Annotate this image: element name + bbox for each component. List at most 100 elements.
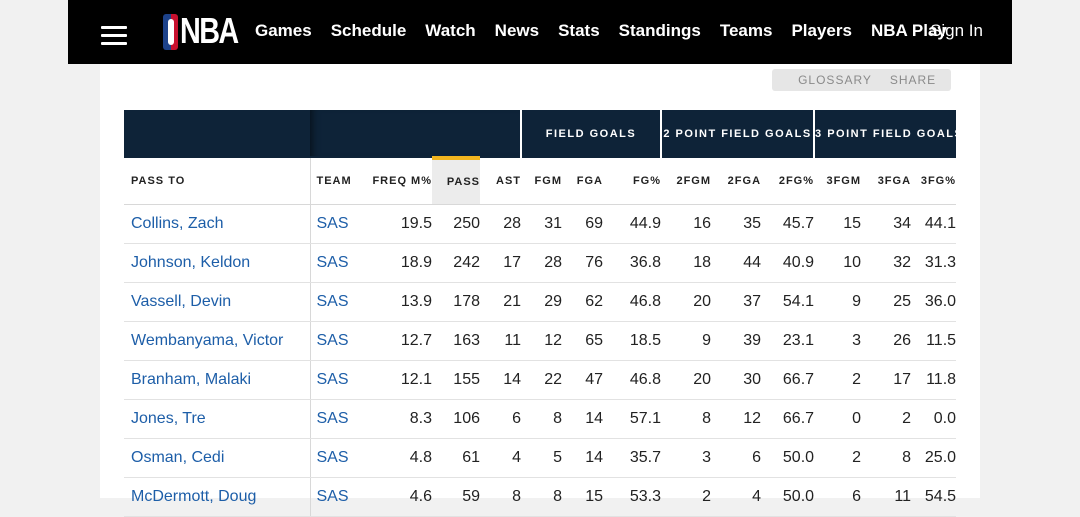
team-link[interactable]: SAS — [310, 321, 360, 361]
stat-cell: 44.1 — [911, 204, 957, 244]
team-link[interactable]: SAS — [310, 399, 360, 439]
nav-link-nba-play[interactable]: NBA Play — [870, 21, 947, 40]
column-header-pass[interactable]: PASS — [432, 156, 480, 205]
stat-cell: 12.1 — [360, 360, 432, 400]
column-header-2fg[interactable]: 2FG% — [761, 158, 815, 205]
column-header-2fgm[interactable]: 2FGM — [661, 158, 712, 205]
stat-cell: 34 — [861, 204, 912, 244]
player-link[interactable]: Osman, Cedi — [124, 438, 311, 478]
stat-cell: 28 — [480, 204, 521, 244]
stat-cell: 6 — [814, 477, 862, 517]
column-header-fga[interactable]: FGA — [562, 158, 603, 205]
group-2pt-field-goals: 2 POINT FIELD GOALS — [660, 110, 815, 158]
team-link[interactable]: SAS — [310, 360, 360, 400]
column-header-2fga[interactable]: 2FGA — [711, 158, 762, 205]
stat-cell: 8 — [480, 477, 521, 517]
player-link[interactable]: McDermott, Doug — [124, 477, 311, 517]
nav-link-players[interactable]: Players — [791, 21, 852, 40]
stat-cell: 23.1 — [761, 321, 815, 361]
table-row: Jones, Tre SAS 8.3 106 6 8 14 57.1 8 12 66.7 0 2 0.0 — [124, 399, 957, 439]
stat-cell: 2 — [661, 477, 712, 517]
column-header-fg[interactable]: FG% — [603, 158, 662, 205]
stat-cell: 163 — [432, 321, 480, 361]
share-button[interactable]: SHARE — [875, 69, 951, 91]
nav-link-stats[interactable]: Stats — [558, 21, 600, 40]
player-link[interactable]: Vassell, Devin — [124, 282, 311, 322]
player-link[interactable]: Branham, Malaki — [124, 360, 311, 400]
player-link[interactable]: Wembanyama, Victor — [124, 321, 311, 361]
glossary-button[interactable]: GLOSSARY — [772, 69, 898, 91]
player-link[interactable]: Johnson, Keldon — [124, 243, 311, 283]
player-link[interactable]: Jones, Tre — [124, 399, 311, 439]
stat-cell: 3 — [661, 438, 712, 478]
column-header-ast[interactable]: AST — [480, 158, 521, 205]
stat-cell: 106 — [432, 399, 480, 439]
stat-cell: 14 — [562, 438, 603, 478]
team-link[interactable]: SAS — [310, 204, 360, 244]
stat-cell: 50.0 — [761, 438, 815, 478]
column-header-3fga[interactable]: 3FGA — [861, 158, 912, 205]
table-row: Branham, Malaki SAS 12.1 155 14 22 47 46.8 20 30 6… — [124, 360, 957, 400]
stat-cell: 16 — [661, 204, 712, 244]
stat-cell: 0 — [814, 399, 862, 439]
stat-cell: 155 — [432, 360, 480, 400]
stat-cell: 18 — [661, 243, 712, 283]
stat-cell: 36.8 — [603, 243, 662, 283]
column-header-3fg[interactable]: 3FG% — [911, 158, 957, 205]
stat-cell: 10 — [814, 243, 862, 283]
stat-cell: 35 — [711, 204, 762, 244]
nba-logo[interactable]: NBA — [163, 12, 239, 51]
column-header-fgm[interactable]: FGM — [521, 158, 562, 205]
stat-cell: 15 — [814, 204, 862, 244]
nav-link-games[interactable]: Games — [255, 21, 312, 40]
team-link[interactable]: SAS — [310, 438, 360, 478]
team-link[interactable]: SAS — [310, 282, 360, 322]
stat-cell: 50.0 — [761, 477, 815, 517]
table-body: Collins, Zach SAS 19.5 250 28 31 69 44.9 16 35 45.… — [124, 204, 957, 517]
stat-cell: 22 — [521, 360, 562, 400]
stat-cell: 9 — [661, 321, 712, 361]
table-row: Vassell, Devin SAS 13.9 178 21 29 62 46.8 20 37 54… — [124, 282, 957, 322]
stat-cell: 44.9 — [603, 204, 662, 244]
group-blank — [124, 110, 310, 158]
logoman-icon — [163, 14, 178, 50]
stat-cell: 12 — [711, 399, 762, 439]
stat-cell: 11.8 — [911, 360, 957, 400]
player-link[interactable]: Collins, Zach — [124, 204, 311, 244]
column-header-pass-to[interactable]: PASS TO — [124, 158, 311, 205]
passing-stats-table: FIELD GOALS 2 POINT FIELD GOALS 3 POINT … — [124, 110, 962, 517]
nav-link-standings[interactable]: Standings — [618, 21, 701, 40]
stat-cell: 18.9 — [360, 243, 432, 283]
stat-cell: 0.0 — [911, 399, 957, 439]
column-header-3fgm[interactable]: 3FGM — [814, 158, 862, 205]
menu-icon[interactable] — [101, 26, 127, 46]
column-group-header: FIELD GOALS 2 POINT FIELD GOALS 3 POINT … — [124, 110, 962, 158]
stat-cell: 17 — [480, 243, 521, 283]
stat-cell: 14 — [480, 360, 521, 400]
stat-cell: 26 — [861, 321, 912, 361]
sign-in-link[interactable]: Sign In — [930, 21, 983, 40]
column-header-freq-m[interactable]: FREQ M% — [360, 158, 432, 205]
stat-cell: 46.8 — [603, 282, 662, 322]
stat-cell: 6 — [711, 438, 762, 478]
stat-cell: 53.3 — [603, 477, 662, 517]
stat-cell: 62 — [562, 282, 603, 322]
stat-cell: 11.5 — [911, 321, 957, 361]
nav-link-schedule[interactable]: Schedule — [330, 21, 407, 40]
stat-cell: 12.7 — [360, 321, 432, 361]
nav-link-teams[interactable]: Teams — [719, 21, 773, 40]
team-link[interactable]: SAS — [310, 477, 360, 517]
stat-cell: 46.8 — [603, 360, 662, 400]
team-link[interactable]: SAS — [310, 243, 360, 283]
table-row: Wembanyama, Victor SAS 12.7 163 11 12 65 18.5 9 3… — [124, 321, 957, 361]
stat-cell: 20 — [661, 360, 712, 400]
stat-cell: 8 — [861, 438, 912, 478]
nav-link-news[interactable]: News — [494, 21, 540, 40]
stat-cell: 76 — [562, 243, 603, 283]
stat-cell: 4.6 — [360, 477, 432, 517]
stat-cell: 30 — [711, 360, 762, 400]
stat-cell: 12 — [521, 321, 562, 361]
table-row: McDermott, Doug SAS 4.6 59 8 8 15 53.3 2 4 50.0 6 11… — [124, 477, 957, 517]
nav-link-watch[interactable]: Watch — [425, 21, 476, 40]
column-header-team[interactable]: TEAM — [310, 158, 360, 205]
